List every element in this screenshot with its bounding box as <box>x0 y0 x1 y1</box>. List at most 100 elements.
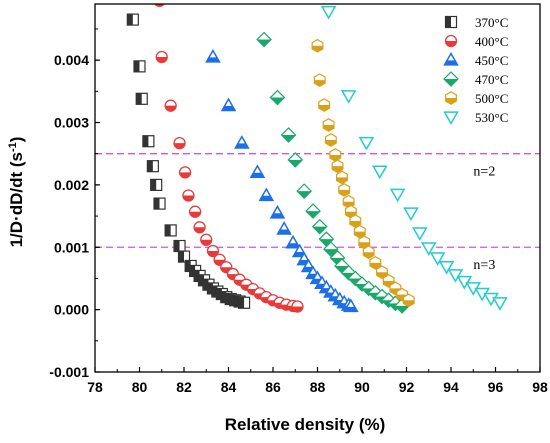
data-point <box>188 205 202 218</box>
data-point <box>349 214 362 228</box>
y-tick-label: 0.004 <box>54 52 89 68</box>
y-axis: -0.001 0.000 0.001 0.002 0.003 0.004 <box>49 28 100 380</box>
data-point <box>376 265 388 280</box>
series-0 <box>126 13 251 309</box>
data-point <box>320 5 337 20</box>
data-point <box>420 242 437 256</box>
data-point <box>237 296 251 309</box>
x-tick-label: 88 <box>310 379 326 395</box>
data-point <box>324 133 337 147</box>
series-5 <box>320 5 508 311</box>
data-point <box>389 281 402 296</box>
data-point <box>177 250 191 263</box>
x-tick-label: 86 <box>265 379 281 395</box>
legend-marker <box>443 111 459 126</box>
data-point <box>329 148 342 162</box>
annotation-label: n=3 <box>473 258 495 273</box>
data-point <box>269 89 286 106</box>
data-point <box>447 269 464 283</box>
legend-marker <box>443 71 459 87</box>
series-1 <box>154 4 304 313</box>
y-axis-title: 1/D·dD/dt (s-1) <box>7 137 26 248</box>
data-point <box>155 50 168 64</box>
data-point <box>173 136 186 150</box>
annotations: n=2 n=3 <box>473 165 495 274</box>
data-point <box>276 221 292 235</box>
legend-marker <box>443 51 459 66</box>
data-point <box>358 136 375 151</box>
data-point <box>362 245 375 260</box>
y-tick-label: 0.003 <box>54 115 89 131</box>
data-point <box>280 127 297 143</box>
y-axis-title-close: ) <box>7 137 26 143</box>
data-point <box>311 218 328 235</box>
data-point <box>269 204 286 219</box>
data-point <box>164 224 177 237</box>
data-point <box>429 252 446 266</box>
series-4 <box>311 38 415 308</box>
data-point <box>249 164 266 179</box>
data-point <box>182 189 195 202</box>
x-axis-title: Relative density (%) <box>225 415 386 434</box>
data-point <box>318 98 331 112</box>
data-point <box>403 207 419 221</box>
data-point <box>173 239 186 253</box>
data-point <box>322 118 335 132</box>
legend-label: 450°C <box>475 53 508 68</box>
data-point <box>178 166 192 179</box>
data-point <box>336 170 348 185</box>
y-tick-label: 0.000 <box>54 302 89 318</box>
data-point <box>285 234 301 249</box>
y-tick-label: 0.002 <box>54 177 89 193</box>
x-tick-label: 82 <box>176 379 192 395</box>
x-tick-label: 92 <box>399 379 415 395</box>
data-point <box>258 187 275 202</box>
y-axis-title-main: 1/D·dD/dt (s <box>7 152 26 247</box>
data-point <box>372 165 388 180</box>
legend-label: 530°C <box>475 110 508 125</box>
data-point <box>135 92 148 105</box>
series-3 <box>256 31 410 314</box>
series-layer <box>126 4 508 314</box>
x-tick-label: 94 <box>443 379 459 395</box>
data-point <box>256 31 272 48</box>
data-point <box>150 178 163 191</box>
legend-label: 400°C <box>475 34 508 49</box>
data-point <box>313 73 326 87</box>
data-point <box>402 293 415 308</box>
data-point <box>146 160 159 173</box>
data-point <box>126 13 139 26</box>
legend-marker <box>445 91 457 105</box>
x-tick-label: 84 <box>221 379 237 395</box>
x-axis: 78 80 82 84 86 88 90 92 94 96 98 <box>87 367 548 395</box>
data-point <box>340 90 357 104</box>
y-tick-label: 0.001 <box>54 239 89 255</box>
data-point <box>164 99 177 112</box>
data-point <box>438 260 455 275</box>
data-point <box>200 233 213 246</box>
data-point <box>323 241 339 257</box>
data-point <box>389 188 406 203</box>
data-point <box>133 60 146 73</box>
data-point <box>142 135 155 148</box>
data-point <box>234 135 250 149</box>
legend-label: 370°C <box>475 15 508 30</box>
data-point <box>291 300 304 313</box>
data-point <box>291 243 308 258</box>
data-point <box>287 152 304 168</box>
x-tick-label: 96 <box>488 379 504 395</box>
data-point <box>311 38 324 53</box>
legend-label: 470°C <box>475 72 508 87</box>
x-tick-label: 90 <box>354 379 370 395</box>
y-tick-label: -0.001 <box>49 364 89 380</box>
reference-lines <box>95 153 540 248</box>
data-point <box>305 203 321 219</box>
data-point <box>343 298 359 313</box>
data-point <box>153 197 166 210</box>
data-point <box>331 159 344 174</box>
data-point <box>205 49 221 63</box>
legend: 370°C 400°C 450°C 470°C 500°C 530°C <box>443 15 508 126</box>
data-point <box>369 255 382 270</box>
